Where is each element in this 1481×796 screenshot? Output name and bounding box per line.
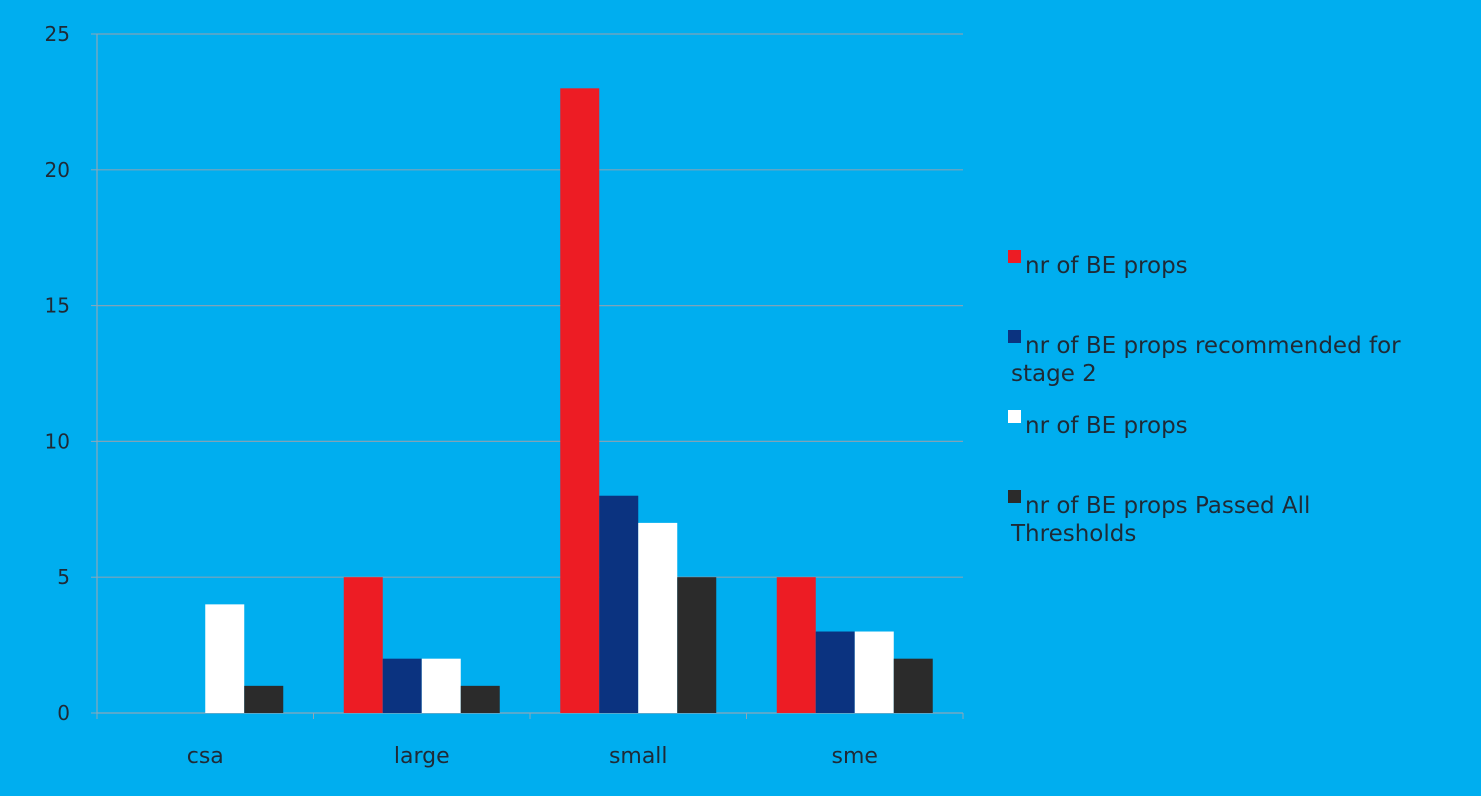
- legend-label: nr of BE props: [1025, 253, 1188, 279]
- bar-large-series-1: [343, 577, 383, 713]
- y-tick-label: 20: [45, 158, 70, 182]
- x-category-label: sme: [832, 744, 878, 769]
- bar-sme-series-2: [815, 631, 855, 713]
- gridlines: [97, 33, 963, 578]
- legend-swatch: [1008, 490, 1021, 503]
- bar-large-series-2: [382, 658, 422, 713]
- x-category-label: large: [394, 744, 450, 769]
- y-tick-label: 10: [45, 429, 70, 453]
- y-tick-label: 0: [57, 701, 70, 725]
- bar-csa-series-4: [244, 685, 284, 713]
- legend: nr of BE props nr of BE props recommended…: [1008, 250, 1401, 547]
- bar-small-series-2: [599, 495, 639, 713]
- x-category-label: csa: [187, 744, 224, 769]
- axis-labels: 0 5 10 15 20 25 csa large small sme: [45, 22, 878, 769]
- bars: [205, 88, 933, 713]
- bar-sme-series-3: [854, 631, 894, 713]
- y-tick-label: 25: [45, 22, 70, 46]
- x-category-label: small: [609, 744, 668, 769]
- legend-swatch: [1008, 410, 1021, 423]
- legend-swatch: [1008, 330, 1021, 343]
- legend-label: nr of BE props: [1025, 413, 1188, 439]
- bar-large-series-3: [421, 658, 461, 713]
- legend-label: nr of BE props recommended for: [1025, 333, 1401, 359]
- bar-small-series-1: [560, 88, 600, 713]
- bar-small-series-4: [677, 577, 717, 713]
- legend-label: stage 2: [1011, 361, 1097, 387]
- y-tick-label: 5: [57, 565, 70, 589]
- legend-swatch: [1008, 250, 1021, 263]
- y-tick-label: 15: [45, 294, 70, 318]
- bar-csa-series-3: [205, 604, 245, 713]
- legend-label: Thresholds: [1010, 521, 1136, 547]
- bar-small-series-3: [638, 522, 678, 713]
- bar-sme-series-1: [776, 577, 816, 713]
- legend-label: nr of BE props Passed All: [1025, 493, 1310, 519]
- bar-sme-series-4: [893, 658, 933, 713]
- bar-large-series-4: [460, 685, 500, 713]
